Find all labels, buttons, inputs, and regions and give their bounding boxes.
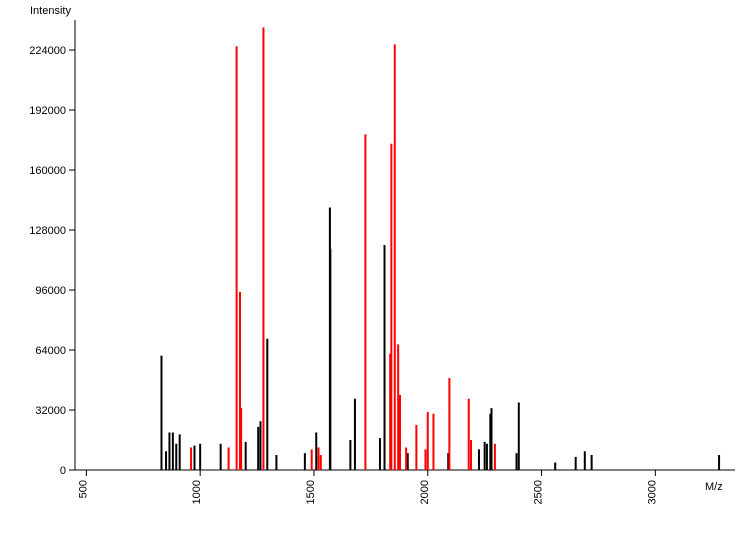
x-tick-label: 3000 [646,480,658,504]
x-axis-label: M/z [705,481,723,493]
y-tick-label: 32000 [35,405,66,417]
y-tick-label: 0 [60,465,66,477]
y-tick-label: 192000 [29,105,66,117]
y-axis-label: Intensity [30,5,71,17]
y-tick-label: 96000 [35,285,66,297]
x-tick-label: 2500 [533,480,545,504]
series-red [191,28,495,471]
y-tick-label: 128000 [29,225,66,237]
x-tick-label: 2000 [419,480,431,504]
y-tick-label: 160000 [29,165,66,177]
x-tick-label: 500 [77,480,89,498]
mass-spectrum-chart: 0 32000 64000 96000 128000 160000 192000 224000… [0,0,750,540]
y-tick-label: 64000 [35,345,66,357]
x-tick-label: 1000 [191,480,203,504]
series-black [161,208,719,471]
y-tick-label: 224000 [29,45,66,57]
x-tick-label: 1500 [305,480,317,504]
